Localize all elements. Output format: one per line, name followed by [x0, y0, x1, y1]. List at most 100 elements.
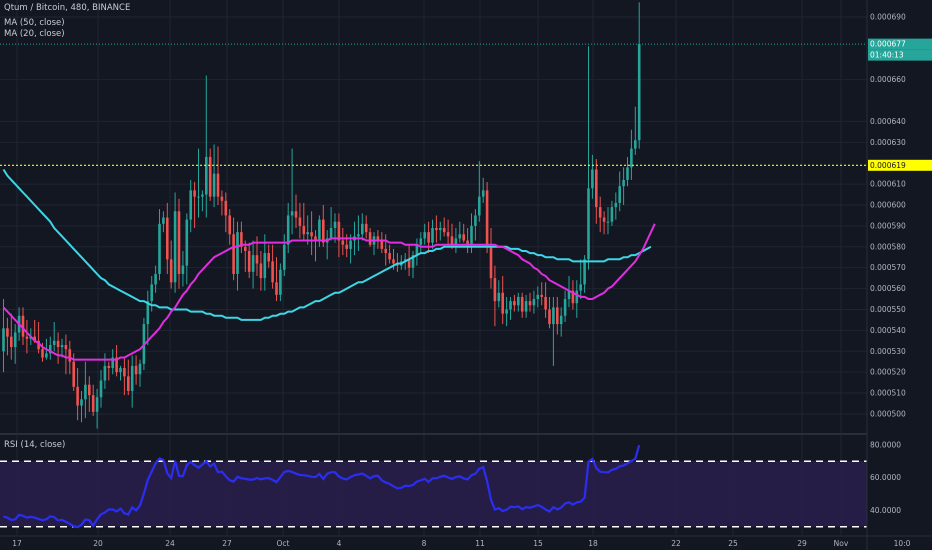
countdown-badge-bg: [868, 49, 932, 61]
candle-body: [185, 219, 189, 266]
candle-body: [481, 190, 485, 197]
candle-body: [345, 244, 348, 249]
candle-body: [21, 315, 25, 337]
candle-body: [88, 384, 91, 396]
candle-body: [95, 397, 99, 412]
rsi-tick-label: 40.0000: [870, 506, 901, 515]
candle-body: [208, 156, 212, 197]
candle-body: [598, 207, 602, 218]
candle-body: [197, 196, 200, 198]
candle-body: [255, 255, 259, 264]
candle-body: [228, 215, 231, 235]
candle-body: [435, 227, 438, 231]
candle-body: [450, 236, 454, 245]
candle-body: [37, 340, 40, 350]
candle-body: [380, 240, 384, 249]
candle-body: [205, 156, 208, 195]
candle-body: [216, 173, 220, 197]
candle-body: [91, 395, 95, 412]
candle-body: [169, 259, 173, 283]
candle-body: [427, 232, 430, 243]
candle-body: [341, 240, 345, 245]
candle-body: [80, 399, 83, 406]
price-axis-bg: [867, 0, 932, 550]
candle-body: [634, 140, 637, 149]
candle-body: [138, 363, 142, 375]
candle-body: [130, 365, 134, 391]
candle-body: [318, 219, 321, 241]
candle-body: [115, 357, 118, 373]
rsi-tick-label: 60.0000: [870, 473, 901, 482]
candle-body: [583, 259, 586, 285]
support-badge-bg: [868, 159, 932, 171]
candle-body: [294, 211, 298, 218]
candle-body: [337, 221, 341, 241]
candle-body: [575, 290, 579, 304]
candle-body: [322, 219, 325, 243]
candle-body: [478, 196, 481, 216]
candle-body: [33, 336, 36, 341]
candle-body: [76, 386, 79, 406]
candle-body: [271, 261, 274, 283]
candle-body: [64, 344, 68, 350]
candle-body: [485, 190, 489, 247]
time-tick-label: Oct: [277, 539, 290, 548]
rsi-legend[interactable]: RSI (14, close): [4, 440, 66, 450]
candle-body: [466, 240, 469, 245]
candle-body: [505, 309, 508, 314]
candle-body: [610, 207, 614, 222]
candle-body: [513, 301, 516, 306]
candle-body: [520, 296, 524, 312]
candle-body: [72, 361, 75, 387]
candle-body: [501, 292, 504, 314]
price-tick-label: 0.000560: [870, 284, 906, 293]
candle-body: [567, 290, 571, 300]
time-tick-label: 4: [337, 539, 342, 548]
rsi-band: [0, 460, 867, 528]
candle-body: [212, 173, 216, 197]
candle-body: [364, 223, 368, 233]
candle-body: [524, 301, 528, 312]
candle-body: [497, 292, 501, 302]
candle-body: [626, 167, 629, 180]
rsi-series: [3, 444, 641, 529]
candle-body: [517, 296, 520, 306]
ma50-line: [2, 168, 652, 321]
candles: [2, 2, 641, 429]
candle-body: [493, 278, 497, 302]
candle-body: [6, 328, 9, 337]
candle-body: [259, 263, 263, 279]
candle-body: [314, 236, 317, 241]
candle-body: [107, 365, 111, 368]
candle-body: [556, 307, 559, 325]
candle-body: [49, 344, 52, 354]
price-tick-label: 0.000570: [870, 263, 906, 272]
price-tick-label: 0.000540: [870, 326, 906, 335]
candle-body: [357, 234, 360, 237]
candle-body: [232, 234, 235, 274]
grid: [0, 0, 932, 535]
time-tick-label: 27: [222, 539, 232, 548]
candle-body: [606, 221, 610, 223]
ma20-legend[interactable]: MA (20, close): [4, 29, 65, 39]
candle-body: [614, 202, 618, 208]
candle-body: [368, 232, 372, 245]
time-tick-label: 25: [728, 539, 738, 548]
time-tick-label: 17: [12, 539, 22, 548]
moving-averages: [2, 168, 656, 361]
rsi-tick-label: 80.0000: [870, 440, 901, 449]
candle-body: [84, 384, 87, 400]
current-price-badge-bg: [868, 38, 932, 50]
candle-body: [56, 340, 60, 348]
symbol-title[interactable]: Qtum / Bitcoin, 480, BINANCE: [4, 3, 131, 13]
candle-body: [189, 190, 192, 220]
candle-body: [384, 248, 387, 254]
candle-body: [240, 232, 243, 247]
candle-body: [173, 211, 177, 283]
candle-body: [602, 217, 606, 222]
candle-body: [220, 196, 224, 201]
ma50-legend[interactable]: MA (50, close): [4, 18, 65, 28]
